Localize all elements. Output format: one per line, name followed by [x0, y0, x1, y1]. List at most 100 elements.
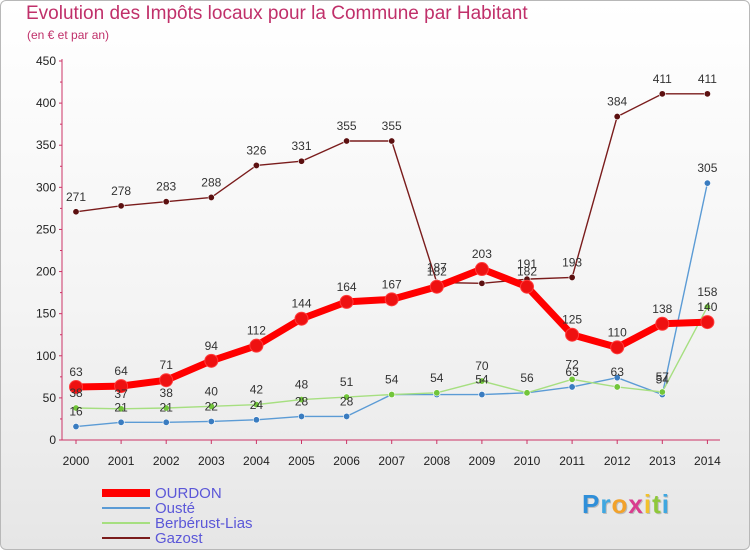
data-label: 283 — [156, 180, 176, 194]
x-tick-label: 2004 — [243, 454, 270, 468]
chart-subtitle: (en € et par an) — [27, 28, 110, 42]
data-label: 64 — [114, 364, 128, 378]
data-point — [478, 377, 486, 385]
data-label: 21 — [114, 400, 128, 414]
data-label: 38 — [160, 386, 174, 400]
data-label: 182 — [517, 265, 537, 279]
x-tick-label: 2009 — [469, 454, 496, 468]
data-label: 288 — [201, 175, 221, 189]
x-tick-label: 2008 — [423, 454, 450, 468]
logo-letter: P — [582, 489, 601, 519]
axes: 0 50 100 150 200 250 300 350 400 450 2000 2001 2002 2… — [36, 54, 721, 468]
data-label: 54 — [385, 373, 399, 387]
legend-item: Ousté — [102, 500, 195, 517]
logo-letter: i — [661, 489, 670, 519]
y-tick-label: 250 — [36, 222, 56, 236]
data-point — [343, 137, 351, 145]
data-label: 193 — [562, 255, 582, 269]
data-point — [297, 396, 305, 404]
data-label: 110 — [608, 325, 627, 339]
y-tick-label: 450 — [36, 54, 56, 68]
data-label: 71 — [160, 358, 174, 372]
data-point — [72, 208, 80, 216]
data-point — [114, 379, 129, 394]
data-point — [565, 327, 580, 342]
data-label: 112 — [247, 324, 266, 338]
data-point — [117, 405, 125, 413]
data-point — [703, 303, 711, 311]
data-label: 125 — [562, 313, 582, 327]
data-label: 331 — [291, 139, 311, 153]
data-point — [297, 412, 305, 420]
data-point — [478, 279, 486, 287]
data-point — [252, 161, 260, 169]
legend-item: Gazost — [102, 530, 203, 547]
data-point — [703, 179, 711, 187]
data-label: 54 — [430, 371, 444, 385]
data-point — [703, 90, 711, 98]
data-point — [610, 340, 625, 355]
data-label: 56 — [520, 371, 534, 385]
data-label: 182 — [427, 265, 447, 279]
x-tick-label: 2010 — [514, 454, 541, 468]
data-point — [72, 423, 80, 431]
data-point — [655, 316, 670, 331]
data-point — [568, 383, 576, 391]
logo-letter: t — [652, 489, 662, 519]
x-tick-label: 2000 — [63, 454, 90, 468]
data-label: 411 — [653, 72, 672, 86]
data-label: 40 — [205, 384, 219, 398]
data-point — [384, 292, 399, 307]
y-tick-label: 350 — [36, 138, 56, 152]
data-point — [69, 379, 83, 394]
data-point — [249, 338, 264, 353]
data-point — [568, 273, 576, 281]
data-label: 355 — [337, 119, 357, 133]
x-tick-label: 2014 — [694, 454, 721, 468]
chart-title: Evolution des Impôts locaux pour la Comm… — [26, 3, 528, 24]
data-point — [613, 113, 621, 121]
data-point — [388, 391, 396, 399]
data-point — [343, 412, 351, 420]
data-point — [339, 294, 354, 309]
x-tick-label: 2005 — [288, 454, 315, 468]
data-label-layer: 271 278 283 288 326 331 355 355 187 191 193 384 411 4… — [66, 72, 718, 419]
data-label: 38 — [69, 386, 83, 400]
data-label: 355 — [382, 119, 402, 133]
data-label: 37 — [114, 387, 128, 401]
data-point — [297, 157, 305, 165]
data-point — [474, 262, 489, 277]
data-label: 51 — [340, 375, 354, 389]
x-tick-label: 2001 — [108, 454, 135, 468]
data-label: 187 — [427, 261, 447, 275]
legend-item: OURDON — [102, 485, 222, 502]
y-tick-label: 400 — [36, 96, 56, 110]
data-point — [159, 373, 174, 388]
data-point — [294, 311, 309, 326]
data-point — [117, 202, 125, 210]
data-label: 28 — [295, 394, 309, 408]
data-point — [207, 193, 215, 201]
data-label: 144 — [291, 297, 311, 311]
data-point — [207, 402, 215, 410]
data-label: 203 — [472, 247, 492, 261]
data-point — [429, 279, 444, 294]
data-label: 28 — [340, 394, 354, 408]
series-berb-rust-lias — [72, 303, 711, 413]
data-point — [162, 198, 170, 206]
data-point — [700, 315, 715, 330]
logo-letter: x — [628, 489, 644, 519]
data-label: 271 — [66, 190, 86, 204]
logo-letter: o — [611, 489, 629, 519]
series-layer — [69, 90, 715, 431]
logo-letter: i — [643, 489, 653, 519]
data-label: 94 — [205, 339, 219, 353]
x-tick-label: 2007 — [378, 454, 405, 468]
data-label: 164 — [337, 280, 357, 294]
data-point — [520, 279, 534, 294]
data-label: 140 — [697, 300, 717, 314]
data-label: 305 — [697, 161, 717, 175]
legend-label: Berbérust-Lias — [155, 515, 253, 532]
y-tick-label: 50 — [43, 391, 57, 405]
data-label: 63 — [611, 365, 625, 379]
